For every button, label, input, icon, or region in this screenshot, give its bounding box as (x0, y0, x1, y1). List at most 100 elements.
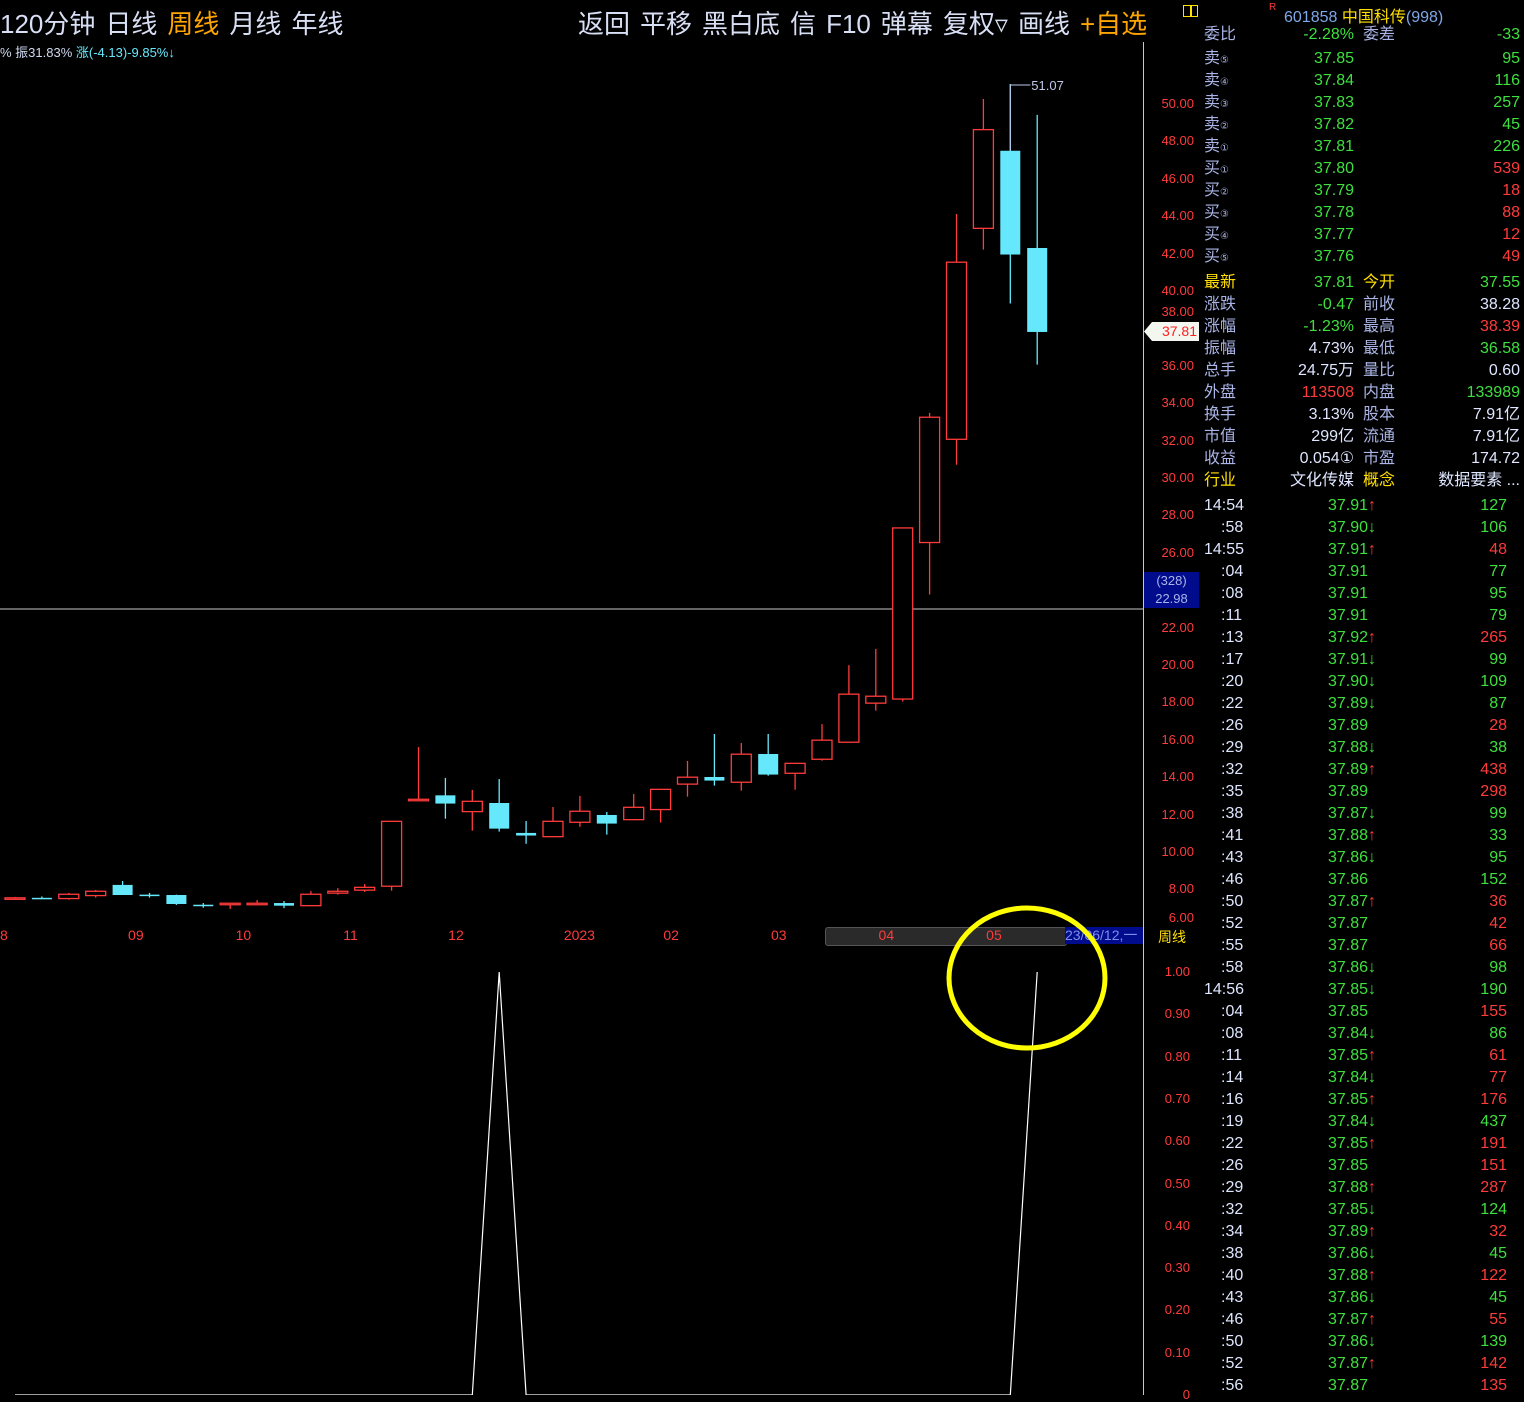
tick-volume: 152 (1480, 871, 1507, 888)
level-number: ④ (1220, 77, 1229, 88)
stock-rank: (998) (1405, 9, 1444, 26)
quote-row: 委比 -2.28% 委差 -33 (1204, 24, 1520, 46)
tick-time: :46 (1221, 871, 1244, 888)
tick-price: 37.86 (1327, 871, 1368, 888)
tick-row: :34 37.89 ↑ 32 (1204, 1221, 1520, 1243)
quote-value: 133989 (1466, 384, 1520, 401)
tick-row: :43 37.86 ↓ 95 (1204, 847, 1520, 869)
weidiff-value: -33 (1496, 26, 1520, 43)
candle-body (596, 814, 617, 824)
quote-label: 概念 (1363, 472, 1396, 489)
tick-price: 37.91 (1327, 563, 1368, 580)
tick-volume: 265 (1480, 629, 1507, 646)
tick-row: :50 37.87 ↑ 36 (1204, 891, 1520, 913)
amplitude-text: % 振31.83% (0, 45, 73, 60)
tick-row: :29 37.88 ↑ 287 (1204, 1177, 1520, 1199)
tick-price: 37.84 (1327, 1025, 1368, 1042)
tick-time: :13 (1221, 629, 1244, 646)
stock-title: 601858 中国科传(998) (1284, 3, 1443, 27)
candle (945, 213, 968, 465)
candle (246, 900, 268, 906)
candle (461, 789, 483, 831)
tick-volume: 176 (1480, 1091, 1507, 1108)
quote-row: 振幅 4.73% 最低 36.58 (1204, 338, 1520, 360)
indicator-tick-label: 0.80 (1164, 1048, 1190, 1064)
tick-volume: 99 (1489, 651, 1507, 668)
tick-row: :41 37.88 ↑ 33 (1204, 825, 1520, 847)
tick-direction-arrow: ↓ (1368, 1289, 1376, 1306)
tick-price: 37.91 (1327, 651, 1368, 668)
candle-body (676, 776, 699, 785)
tick-row: :43 37.86 ↓ 45 (1204, 1287, 1520, 1309)
tick-price: 37.87 (1327, 915, 1368, 932)
toolbar-action-button[interactable]: F10 (826, 9, 871, 39)
candle-body (758, 754, 779, 775)
toolbar-action-button[interactable]: 平移 (640, 9, 693, 39)
candle-body (542, 820, 564, 838)
candle (31, 896, 52, 900)
margin-flag: R (1269, 2, 1277, 13)
quote-row: 最新 37.81 今开 37.55 (1204, 272, 1520, 294)
toolbar-action-button[interactable]: 黑白底 (702, 9, 781, 39)
tick-price: 37.89 (1327, 695, 1368, 712)
candle (58, 892, 80, 900)
candle-body (274, 903, 294, 906)
toolbar-action-button[interactable]: 画线 (1017, 9, 1070, 39)
x-tick-label: 02 (663, 927, 679, 943)
level-price: 37.80 (1313, 160, 1354, 177)
candle (596, 811, 617, 835)
level-price: 37.82 (1313, 116, 1354, 133)
tick-time: :22 (1221, 1135, 1244, 1152)
kline-chart[interactable]: 51.07 (0, 0, 1143, 1395)
tick-row: :32 37.89 ↑ 438 (1204, 759, 1520, 781)
quote-label: 行业 (1204, 472, 1237, 489)
price-tick-label: 28.00 (1161, 507, 1194, 523)
quote-label: 量比 (1363, 362, 1396, 379)
tick-row: :55 37.87 66 (1204, 935, 1520, 957)
candle (704, 734, 725, 786)
tick-price: 37.89 (1327, 1223, 1368, 1240)
toolbar-action-button[interactable]: 弹幕 (880, 9, 933, 39)
price-tick-label: 6.00 (1168, 910, 1194, 925)
price-tick-label: 32.00 (1161, 432, 1194, 448)
quote-value: 0.054① (1299, 450, 1354, 467)
period-tab[interactable]: 120分钟 (0, 9, 96, 39)
add-watchlist-button[interactable]: +自选 (1079, 9, 1148, 39)
candle (838, 665, 860, 743)
tick-row: 14:54 37.91 ↑ 127 (1204, 495, 1520, 517)
candle-body (219, 902, 241, 906)
period-tab[interactable]: 月线 (229, 9, 282, 39)
tick-volume: 98 (1489, 959, 1507, 976)
candle-body (435, 795, 456, 804)
level-price: 37.76 (1313, 248, 1354, 265)
toolbar-action-button[interactable]: 复权▿ (942, 9, 1008, 39)
quote-row: 涨跌 -0.47 前收 38.28 (1204, 294, 1520, 316)
level-label: 卖 (1204, 72, 1221, 89)
period-tab[interactable]: 周线 (167, 9, 220, 39)
tick-row: :08 37.91 95 (1204, 583, 1520, 605)
tick-row: :14 37.84 ↓ 77 (1204, 1067, 1520, 1089)
quote-label: 最高 (1363, 318, 1396, 335)
highlight-circle-annotation (946, 905, 1108, 1051)
candle (569, 795, 591, 827)
layout-toggle-icon[interactable] (1183, 5, 1198, 17)
candle (918, 412, 941, 595)
tick-price: 37.87 (1327, 805, 1368, 822)
candle-body (112, 884, 133, 896)
price-tick-label: 8.00 (1168, 881, 1194, 897)
candle-body (569, 810, 591, 823)
chart-divider (1143, 42, 1144, 1395)
x-tick-label: 12 (448, 927, 464, 943)
tick-row: :40 37.88 ↑ 122 (1204, 1265, 1520, 1287)
ask-level: 卖② 37.82 45 (1204, 114, 1520, 136)
toolbar-action-button[interactable]: 返回 (578, 9, 631, 39)
tick-time: :58 (1221, 519, 1244, 536)
period-tab[interactable]: 日线 (105, 9, 158, 39)
candle-body (892, 527, 914, 700)
toolbar-action-button[interactable]: 信 (790, 9, 817, 39)
quote-label: 涨幅 (1204, 318, 1237, 335)
level-volume: 539 (1493, 160, 1520, 177)
period-tab[interactable]: 年线 (291, 9, 344, 39)
level-label: 卖 (1204, 138, 1221, 155)
candle (649, 788, 672, 823)
